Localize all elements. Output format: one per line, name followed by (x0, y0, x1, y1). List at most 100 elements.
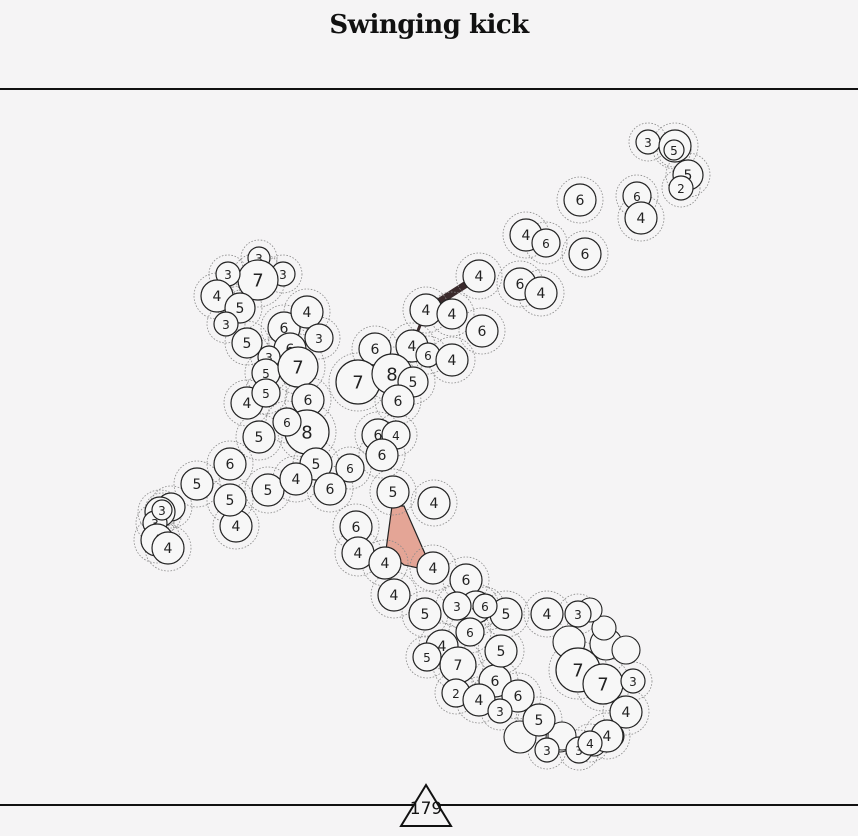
puzzle-node[interactable]: 5 (489, 597, 523, 631)
puzzle-node[interactable]: 7 (277, 346, 319, 388)
node-value: 4 (543, 607, 552, 623)
puzzle-node[interactable]: 6 (531, 228, 561, 258)
puzzle-node[interactable]: 6 (381, 384, 415, 418)
puzzle-node[interactable]: 6 (465, 314, 499, 348)
node-value: 5 (226, 493, 235, 509)
node-value: 6 (283, 416, 291, 430)
node-value: 5 (193, 477, 202, 493)
node-value: 6 (304, 393, 313, 409)
puzzle-node[interactable]: 4 (609, 695, 643, 729)
puzzle-node[interactable]: 5 (251, 378, 281, 408)
node-value: 5 (312, 457, 321, 473)
node-value: 5 (262, 367, 270, 381)
puzzle-node[interactable]: 5 (213, 483, 247, 517)
puzzle-node[interactable]: 3 (304, 323, 334, 353)
puzzle-node[interactable]: 3 (442, 591, 472, 621)
node-circle (376, 475, 410, 509)
node-value: 3 (224, 268, 232, 282)
puzzle-node[interactable]: 4 (219, 509, 253, 543)
node-halo (369, 468, 417, 516)
puzzle-node[interactable]: 4 (462, 259, 496, 293)
puzzle-node[interactable]: 4 (530, 597, 564, 631)
puzzle-node[interactable]: 4 (377, 578, 411, 612)
node-value: 4 (430, 496, 439, 512)
puzzle-node[interactable]: 5 (663, 139, 685, 161)
node-layer: 3355266446664444633734535643635764678456… (133, 122, 711, 771)
puzzle-node[interactable]: 5 (376, 475, 410, 509)
puzzle-node[interactable]: 6 (213, 447, 247, 481)
node-value: 5 (535, 713, 544, 729)
node-circle (472, 593, 498, 619)
puzzle-node[interactable]: 6 (472, 593, 498, 619)
node-halo (455, 252, 503, 300)
node-value: 4 (390, 588, 399, 604)
game-board[interactable]: 3355266446664444633734535643635764678456… (0, 0, 858, 800)
puzzle-node[interactable]: 3 (564, 600, 592, 628)
puzzle-node[interactable]: 5 (522, 703, 556, 737)
puzzle-node[interactable]: 6 (563, 183, 597, 217)
node-value: 3 (543, 744, 551, 758)
node-value: 3 (574, 608, 582, 622)
puzzle-node[interactable]: 5 (180, 467, 214, 501)
node-value: 4 (381, 556, 390, 572)
puzzle-node[interactable]: 4 (416, 551, 450, 585)
puzzle-node[interactable]: 5 (242, 420, 276, 454)
puzzle-node[interactable]: 6 (272, 407, 302, 437)
puzzle-node[interactable]: 5 (408, 597, 442, 631)
puzzle-node[interactable]: 6 (568, 237, 602, 271)
puzzle-node[interactable]: 4 (624, 201, 658, 235)
node-circle (304, 323, 334, 353)
puzzle-node[interactable]: 3 (213, 311, 239, 337)
puzzle-node[interactable]: 3 (635, 129, 661, 155)
puzzle-node[interactable]: 3 (534, 737, 560, 763)
node-circle (416, 551, 450, 585)
puzzle-node[interactable]: 4 (279, 462, 313, 496)
node-disc (611, 635, 641, 665)
node-value: 6 (576, 193, 585, 209)
node-value: 4 (164, 541, 173, 557)
puzzle-node[interactable]: 4 (435, 343, 469, 377)
puzzle-node[interactable]: 6 (365, 438, 399, 472)
puzzle-node[interactable]: 4 (417, 486, 451, 520)
node-circle (487, 698, 513, 724)
puzzle-node[interactable]: 5 (484, 634, 518, 668)
puzzle-node[interactable]: 4 (409, 293, 443, 327)
node-circle (180, 467, 214, 501)
puzzle-node[interactable]: 6 (449, 563, 483, 597)
puzzle-node[interactable]: 7 (439, 646, 477, 684)
node-value: 3 (279, 268, 287, 282)
puzzle-node[interactable]: 6 (313, 472, 347, 506)
puzzle-node[interactable]: 3 (151, 499, 173, 521)
puzzle-node[interactable]: 4 (290, 295, 324, 329)
node-circle (408, 597, 442, 631)
node-value: 6 (491, 674, 500, 690)
node-circle (377, 578, 411, 612)
puzzle-node[interactable]: 5 (231, 327, 263, 359)
node-circle (435, 343, 469, 377)
node-value: 2 (677, 182, 685, 196)
puzzle-node[interactable]: 4 (577, 730, 603, 756)
node-halo (240, 239, 278, 277)
node-circle (417, 486, 451, 520)
node-circle (381, 384, 415, 418)
puzzle-node[interactable]: 6 (335, 453, 365, 483)
node-circle (577, 730, 603, 756)
puzzle-node[interactable]: 4 (436, 298, 468, 330)
puzzle-node[interactable]: 5 (251, 473, 285, 507)
puzzle-node[interactable]: 4 (524, 276, 558, 310)
puzzle-node[interactable]: 3 (487, 698, 513, 724)
node-value: 5 (409, 375, 418, 391)
node-value: 3 (629, 675, 637, 689)
node-value: 5 (255, 430, 264, 446)
puzzle-node[interactable]: 5 (412, 642, 442, 672)
puzzle-node[interactable]: 4 (368, 546, 402, 580)
puzzle-node[interactable]: 2 (668, 175, 694, 201)
node-value: 4 (392, 429, 400, 443)
puzzle-node[interactable]: 6 (455, 617, 485, 647)
node-value: 4 (537, 286, 546, 302)
node-value: 7 (352, 373, 363, 394)
node-value: 4 (354, 546, 363, 562)
puzzle-node[interactable]: 3 (620, 668, 646, 694)
puzzle-node[interactable]: 4 (151, 531, 185, 565)
puzzle-node[interactable]: 7 (582, 663, 624, 705)
